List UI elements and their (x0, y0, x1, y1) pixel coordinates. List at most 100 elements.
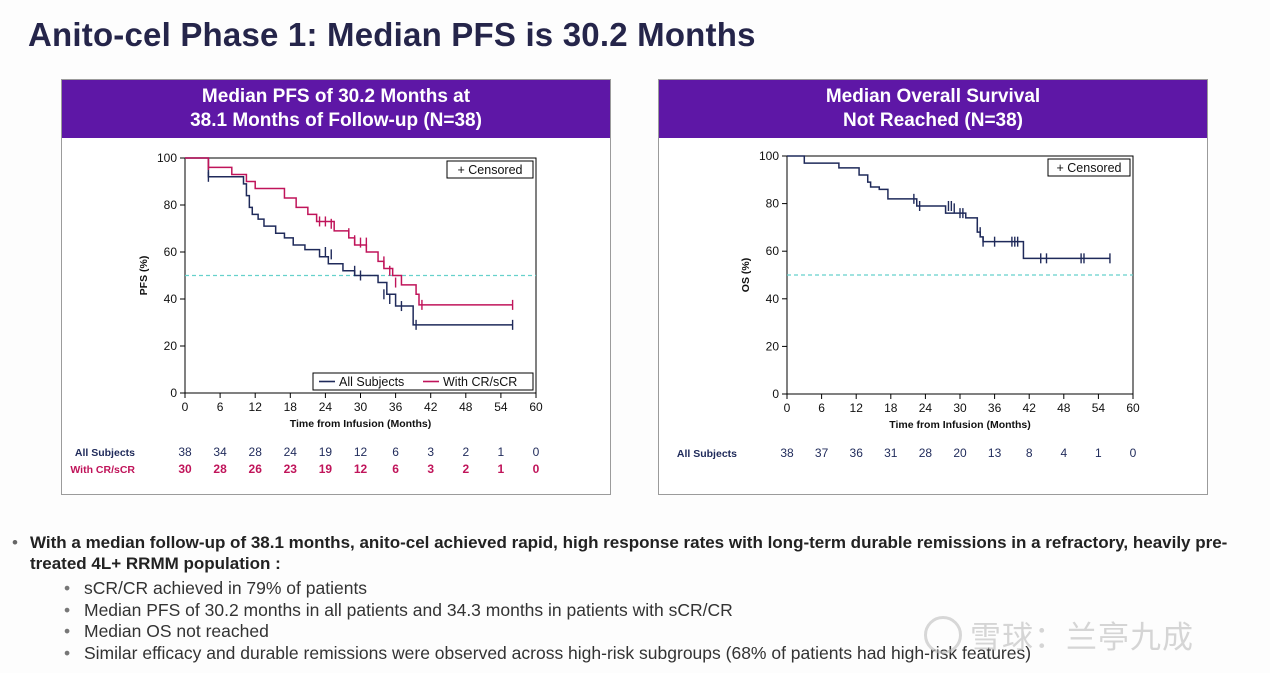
os-y-tick-label: 60 (766, 244, 780, 258)
os-x-axis-label: Time from Infusion (Months) (889, 419, 1031, 431)
main-bullet: • With a median follow-up of 38.1 months… (12, 532, 1262, 574)
pfs-at-risk-value: 2 (462, 462, 469, 476)
pfs-header-line1: Median PFS of 30.2 Months at (201, 86, 471, 107)
pfs-at-risk-value: 26 (249, 462, 263, 476)
pfs-panel: Median PFS of 30.2 Months at 38.1 Months… (61, 79, 611, 495)
slide-title: Anito-cel Phase 1: Median PFS is 30.2 Mo… (28, 16, 756, 53)
pfs-x-tick-label: 0 (182, 400, 189, 414)
pfs-y-axis-label: PFS (%) (138, 256, 150, 296)
os-at-risk-value: 1 (1095, 446, 1102, 460)
bullet-dot: • (64, 578, 71, 598)
pfs-at-risk-value: 1 (498, 462, 505, 476)
os-x-tick-label: 12 (850, 401, 864, 415)
pfs-header-line2: 38.1 Months of Follow-up (N=38) (190, 110, 482, 131)
pfs-y-tick-label: 100 (157, 151, 177, 165)
os-at-risk-value: 13 (988, 446, 1002, 460)
os-x-tick-label: 48 (1057, 401, 1071, 415)
pfs-at-risk-value: 6 (392, 462, 399, 476)
pfs-censored-legend-text: + Censored (458, 163, 523, 177)
pfs-x-tick-label: 12 (249, 400, 263, 414)
os-panel: Median Overall Survival Not Reached (N=3… (658, 79, 1208, 495)
bullet-dot: • (64, 621, 71, 641)
pfs-at-risk-value: 28 (213, 462, 227, 476)
sub-bullet-text: Median PFS of 30.2 months in all patient… (84, 599, 733, 620)
sub-bullet-list: • sCR/CR achieved in 79% of patients • Med… (64, 578, 1262, 664)
sub-bullet-text: sCR/CR achieved in 79% of patients (84, 578, 368, 598)
pfs-y-tick-label: 20 (164, 339, 178, 353)
os-x-tick-label: 18 (884, 401, 898, 415)
os-at-risk-value: 37 (815, 446, 829, 460)
os-x-tick-label: 30 (953, 401, 967, 415)
pfs-series-line-1 (185, 157, 513, 306)
os-x-tick-label: 42 (1023, 401, 1037, 415)
pfs-at-risk-value: 12 (354, 445, 368, 459)
pfs-at-risk-row-label: With CR/sCR (70, 464, 135, 476)
os-at-risk-value: 38 (780, 446, 794, 460)
pfs-panel-header: Median PFS of 30.2 Months at 38.1 Months… (62, 80, 610, 138)
os-x-tick-label: 54 (1092, 401, 1106, 415)
os-y-tick-label: 40 (766, 292, 780, 306)
pfs-y-tick-label: 0 (170, 386, 177, 400)
bullet-dot: • (64, 599, 71, 620)
os-x-tick-label: 24 (919, 401, 933, 415)
pfs-y-tick-label: 40 (164, 292, 178, 306)
pfs-series-line-0 (185, 157, 513, 326)
os-x-tick-label: 0 (784, 401, 791, 415)
summary-bullets: • With a median follow-up of 38.1 months… (12, 532, 1262, 664)
pfs-at-risk-row-label: All Subjects (75, 447, 135, 459)
os-y-axis-label: OS (%) (740, 258, 752, 292)
pfs-at-risk-value: 3 (427, 445, 434, 459)
os-censored-legend-box (1047, 158, 1131, 177)
pfs-legend-label-0: All Subjects (339, 375, 404, 389)
os-censored-legend-text: + Censored (1057, 161, 1122, 175)
watermark-text: 雪球：兰亭九成 (970, 620, 1194, 656)
sub-bullet-text: Median OS not reached (84, 621, 269, 641)
os-y-tick-label: 0 (772, 387, 779, 401)
pfs-x-tick-label: 6 (217, 400, 224, 414)
sub-bullet: • Median PFS of 30.2 months in all patien… (64, 600, 1262, 622)
os-at-risk-row-label: All Subjects (677, 448, 737, 460)
os-at-risk-value: 0 (1130, 446, 1137, 460)
pfs-at-risk-value: 12 (354, 462, 368, 476)
bullet-dot: • (64, 642, 71, 663)
bullet-dot: • (12, 533, 18, 552)
pfs-x-axis-label: Time from Infusion (Months) (290, 418, 432, 430)
pfs-at-risk-value: 23 (284, 462, 298, 476)
pfs-at-risk-value: 19 (319, 445, 333, 459)
pfs-x-tick-label: 48 (459, 400, 473, 414)
pfs-x-tick-label: 18 (284, 400, 298, 414)
os-at-risk-value: 31 (884, 446, 898, 460)
pfs-x-tick-label: 60 (529, 400, 543, 414)
os-at-risk-value: 8 (1026, 446, 1033, 460)
os-header-line2: Not Reached (N=38) (842, 110, 1024, 131)
os-at-risk-value: 36 (850, 446, 864, 460)
pfs-at-risk-value: 1 (498, 445, 505, 459)
pfs-x-tick-label: 24 (319, 400, 333, 414)
pfs-x-tick-label: 42 (424, 400, 438, 414)
pfs-censored-legend-box (446, 160, 534, 179)
pfs-y-tick-label: 60 (164, 245, 178, 259)
pfs-y-tick-label: 80 (164, 198, 178, 212)
os-y-tick-label: 100 (759, 149, 779, 163)
os-at-risk-value: 4 (1060, 446, 1067, 460)
pfs-at-risk-value: 6 (392, 445, 399, 459)
os-panel-header: Median Overall Survival Not Reached (N=3… (659, 80, 1207, 138)
sub-bullet: • Similar efficacy and durable remissions… (64, 643, 1262, 665)
pfs-at-risk-value: 0 (533, 445, 540, 459)
snowball-logo-icon (924, 615, 962, 654)
pfs-at-risk-value: 24 (284, 445, 298, 459)
sub-bullet: • sCR/CR achieved in 79% of patients (64, 578, 1262, 600)
pfs-x-tick-label: 54 (494, 400, 508, 414)
pfs-at-risk-value: 34 (213, 445, 227, 459)
pfs-at-risk-value: 19 (319, 462, 333, 476)
sub-bullet: • Median OS not reached (64, 621, 1262, 643)
os-x-tick-label: 60 (1126, 401, 1140, 415)
os-header-line1: Median Overall Survival (825, 86, 1041, 107)
pfs-legend-label-1: With CR/sCR (443, 375, 517, 389)
pfs-at-risk-value: 0 (533, 462, 540, 476)
pfs-at-risk-value: 28 (249, 445, 263, 459)
main-bullet-text: With a median follow-up of 38.1 months, … (30, 533, 1228, 573)
os-y-tick-label: 80 (766, 197, 780, 211)
sub-bullet-text: Similar efficacy and durable remissions … (84, 642, 1032, 663)
